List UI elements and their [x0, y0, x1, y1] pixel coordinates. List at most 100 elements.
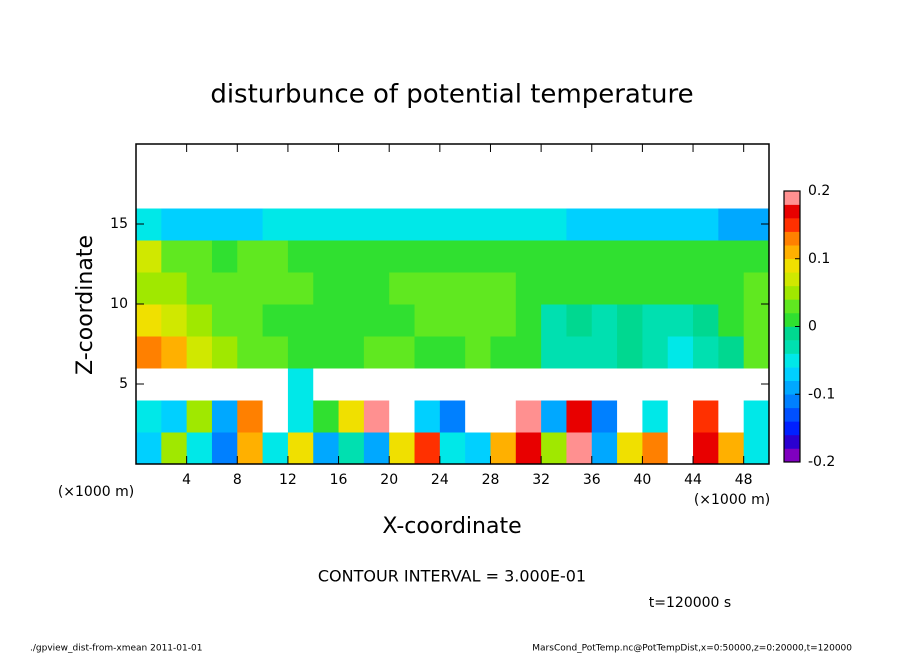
contour-cell — [465, 176, 491, 209]
contour-cell — [287, 336, 314, 369]
x-tick-label: 12 — [279, 472, 297, 488]
contour-cell — [617, 400, 643, 433]
contour-cell — [414, 240, 441, 273]
contour-cell — [211, 304, 238, 337]
contour-cell — [591, 400, 618, 433]
contour-cell — [161, 336, 188, 369]
contour-cell — [211, 208, 238, 241]
contour-cell — [136, 336, 162, 369]
contour-cell — [439, 240, 466, 273]
contour-cell — [313, 336, 340, 369]
contour-cell — [211, 400, 238, 433]
contour-cell — [338, 176, 365, 209]
contour-cell — [439, 400, 466, 433]
contour-cell — [541, 176, 567, 209]
contour-cell — [313, 304, 340, 337]
contour-cell — [237, 240, 264, 273]
x-tick-label: 4 — [182, 472, 191, 488]
contour-cell — [161, 144, 188, 177]
contour-cell — [541, 400, 567, 433]
contour-cell — [667, 176, 694, 209]
contour-cell — [490, 400, 517, 433]
contour-cell — [262, 208, 289, 241]
contour-cell — [287, 368, 314, 401]
contour-cell — [161, 240, 188, 273]
contour-cell — [693, 432, 719, 465]
contour-cell — [515, 304, 542, 337]
x-tick-label: 32 — [532, 472, 550, 488]
contour-cell — [541, 272, 567, 305]
chart-title: disturbunce of potential temperature — [210, 80, 693, 110]
contour-cell — [161, 176, 188, 209]
contour-cell — [642, 336, 669, 369]
contour-cell — [693, 336, 719, 369]
contour-cell — [161, 400, 188, 433]
contour-cell — [338, 336, 365, 369]
x-tick-label: 20 — [380, 472, 398, 488]
contour-cell — [617, 240, 643, 273]
contour-cell — [642, 304, 669, 337]
contour-cell — [591, 144, 618, 177]
contour-cell — [591, 176, 618, 209]
colorbar-segment — [784, 231, 800, 246]
contour-cell — [414, 144, 441, 177]
contour-cell — [515, 400, 542, 433]
contour-cell — [642, 176, 669, 209]
contour-cell — [566, 304, 593, 337]
colorbar-segment — [784, 448, 800, 463]
contour-cell — [363, 240, 390, 273]
colorbar-segment — [784, 326, 800, 341]
contour-cell — [389, 272, 416, 305]
contour-cell — [136, 304, 162, 337]
contour-cell — [389, 208, 416, 241]
contour-cell — [667, 400, 694, 433]
contour-cell — [414, 176, 441, 209]
contour-cell — [667, 208, 694, 241]
contour-cell — [237, 336, 264, 369]
colorbar-segment — [784, 421, 800, 436]
contour-cell — [465, 368, 491, 401]
colorbar-segment — [784, 353, 800, 368]
contour-cell — [439, 304, 466, 337]
contour-cell — [718, 304, 745, 337]
contour-cell — [262, 240, 289, 273]
colorbar-segment — [784, 218, 800, 232]
contour-cell — [136, 176, 162, 209]
colorbar-segment — [784, 367, 800, 381]
contour-cell — [490, 336, 517, 369]
contour-cell — [439, 144, 466, 177]
contour-cell — [515, 144, 542, 177]
contour-cell — [389, 240, 416, 273]
contour-cell — [287, 432, 314, 465]
contour-cell — [338, 208, 365, 241]
contour-cell — [414, 368, 441, 401]
contour-cell — [566, 240, 593, 273]
contour-cell — [642, 432, 669, 465]
contour-cell — [490, 368, 517, 401]
contour-cell — [338, 240, 365, 273]
contour-cell — [465, 240, 491, 273]
contour-cell — [439, 208, 466, 241]
contour-cell — [617, 208, 643, 241]
contour-cell — [591, 432, 618, 465]
footer-left: ./gpview_dist-from-xmean 2011-01-01 — [30, 644, 202, 654]
contour-cell — [718, 144, 745, 177]
contour-cell — [617, 368, 643, 401]
contour-cell — [566, 144, 593, 177]
contour-cell — [667, 144, 694, 177]
contour-cell — [414, 304, 441, 337]
contour-cell — [186, 144, 213, 177]
y-unit: (×1000 m) — [58, 484, 134, 500]
contour-cell — [211, 144, 238, 177]
contour-cell — [186, 240, 213, 273]
contour-cell — [718, 400, 745, 433]
contour-cell — [363, 400, 390, 433]
contour-cell — [136, 144, 162, 177]
contour-cell — [414, 336, 441, 369]
contour-cell — [161, 208, 188, 241]
contour-cell — [363, 208, 390, 241]
contour-cell — [313, 368, 340, 401]
contour-cell — [389, 304, 416, 337]
contour-cell — [718, 240, 745, 273]
contour-cell — [693, 240, 719, 273]
